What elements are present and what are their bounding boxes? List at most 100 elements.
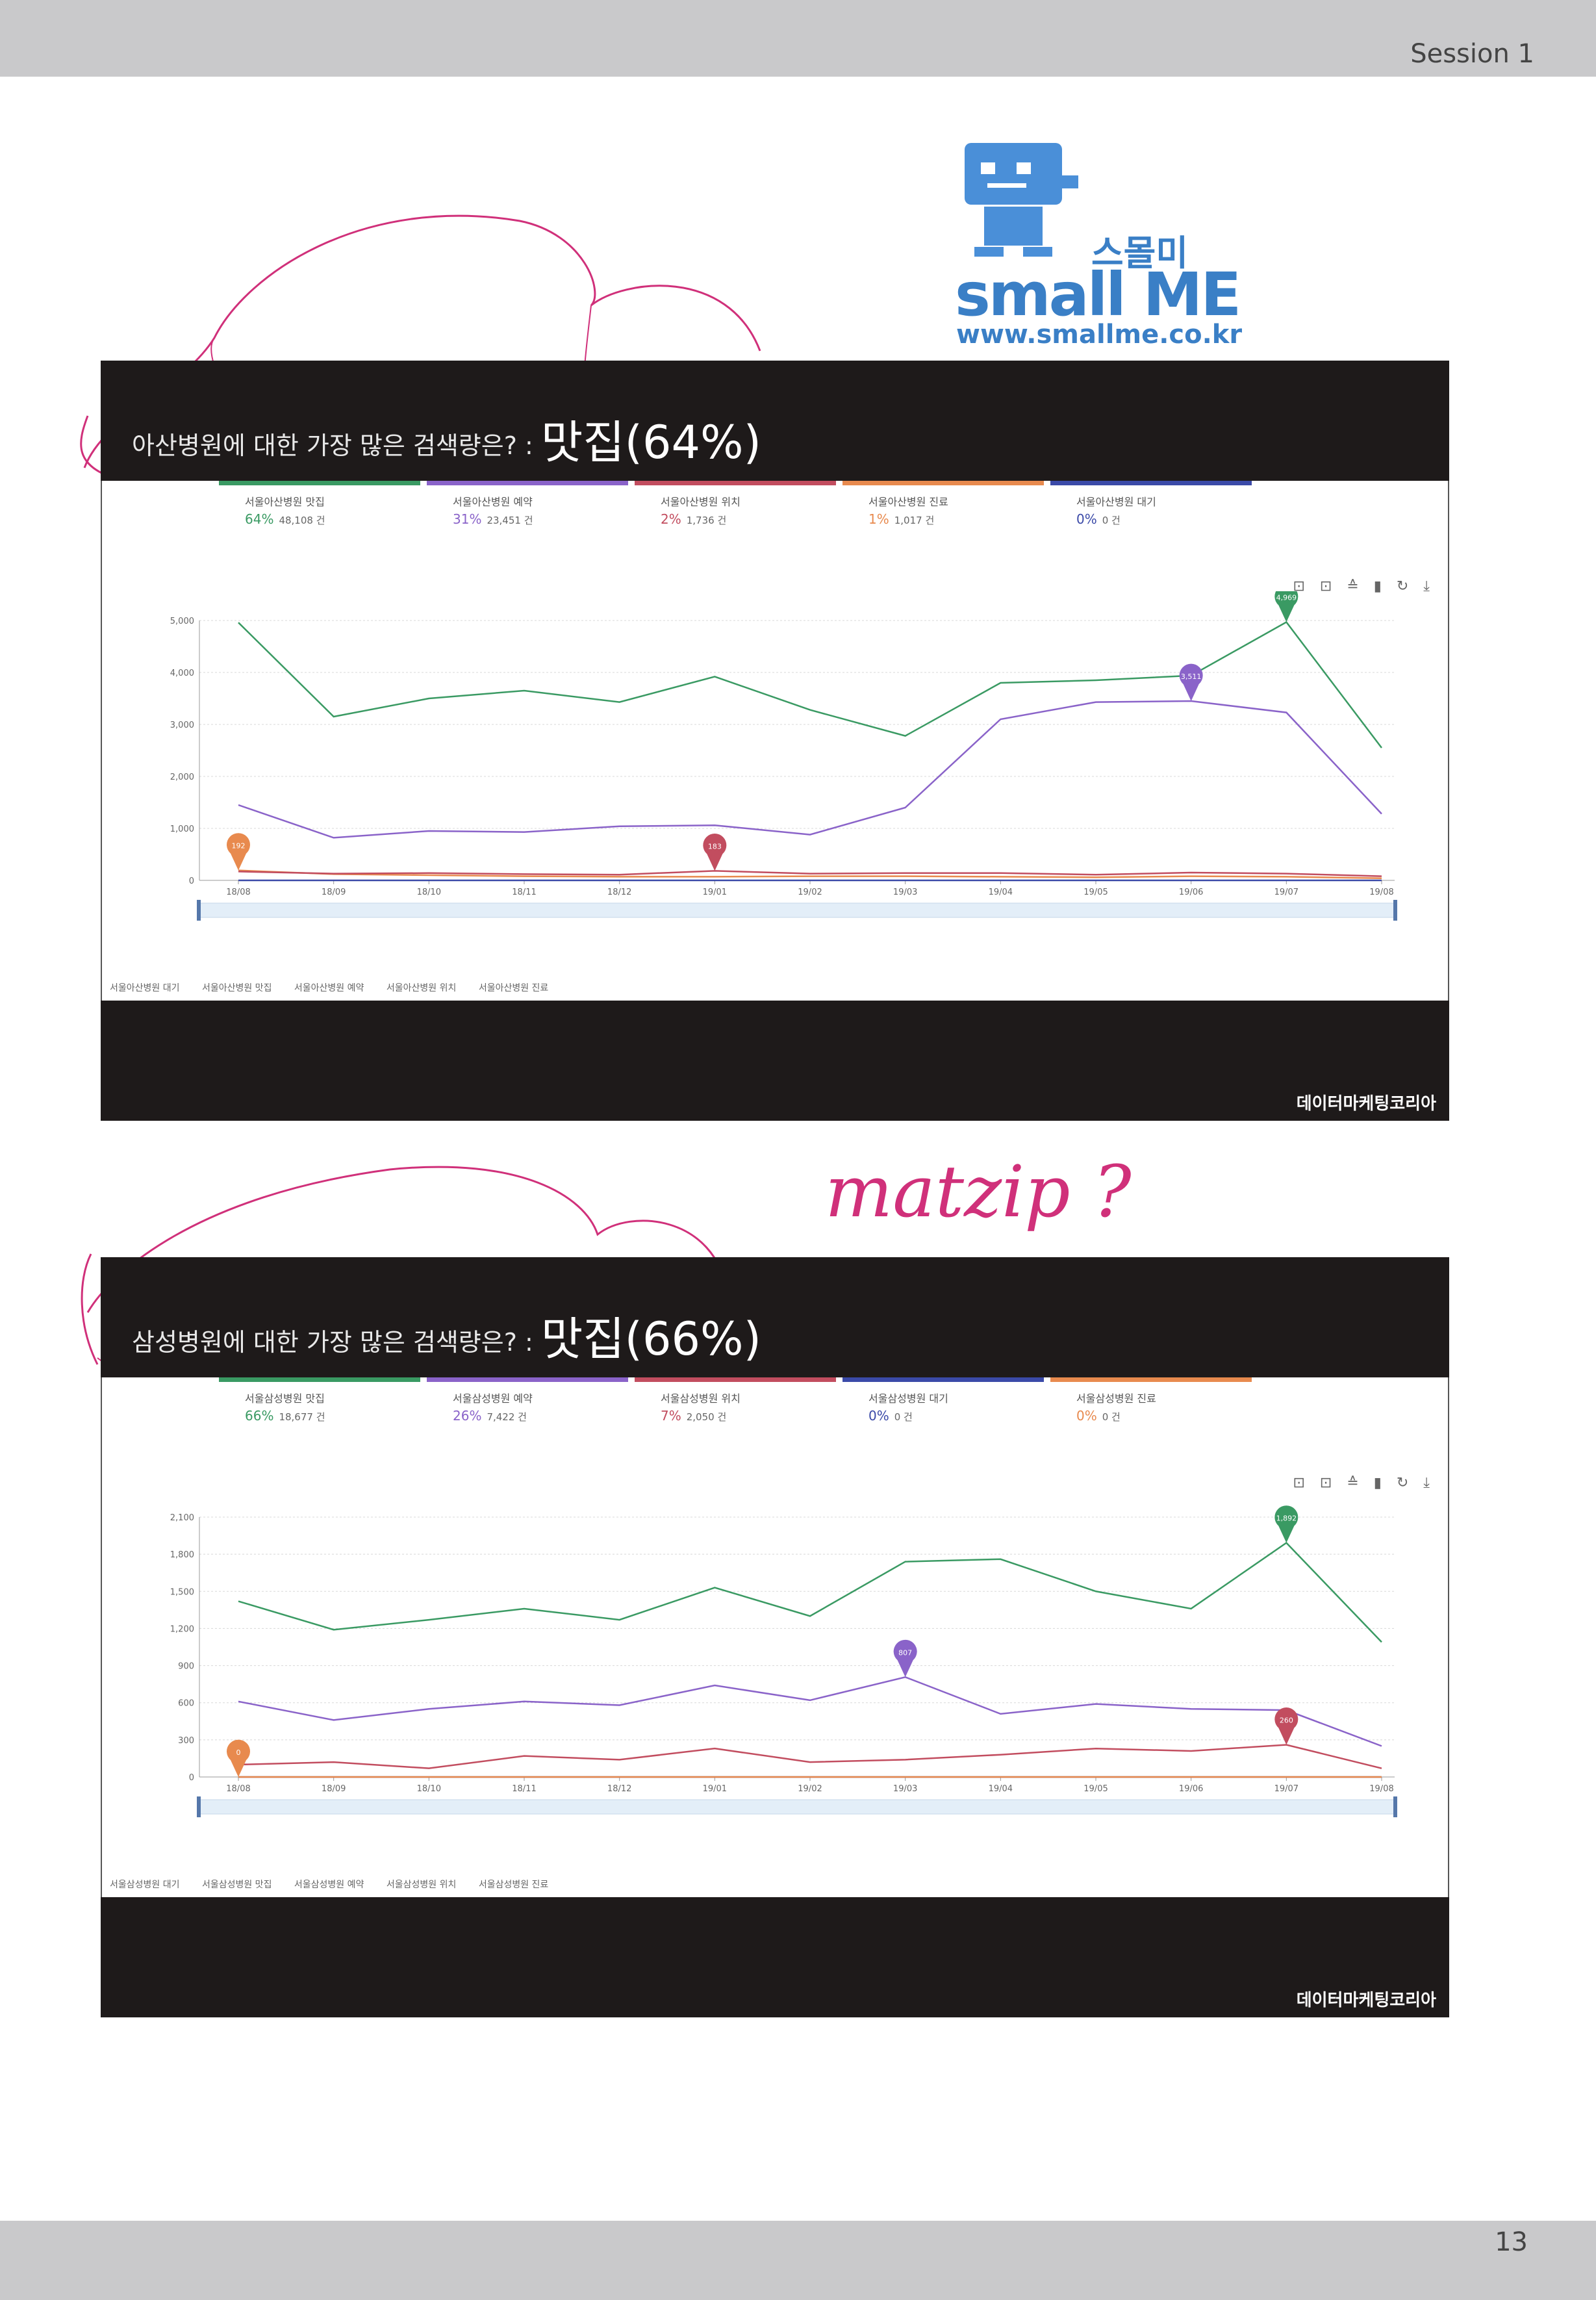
tab-bar xyxy=(427,1377,628,1382)
x-tick-label: 19/05 xyxy=(1083,888,1108,897)
series-line xyxy=(238,620,1382,748)
panel-1-header: 아산병원에 대한 가장 많은 검색량은? : 맛집(64%) xyxy=(101,361,1449,481)
legend-item[interactable]: 서울삼성병원 위치 xyxy=(386,1880,457,1890)
tab-count: 23,451 건 xyxy=(487,515,533,526)
chart-panel-1: 아산병원에 대한 가장 많은 검색량은? : 맛집(64%) 서울아산병원 맛집… xyxy=(101,361,1449,1121)
tab-pct: 1% xyxy=(868,511,889,527)
brand-logo: 데이터마케팅코리아 xyxy=(1296,1094,1436,1114)
panel-1-answer: 맛집(64%) xyxy=(540,416,761,469)
panel-1-footer: 데이터마케팅코리아 xyxy=(101,1001,1449,1121)
tab-name: 서울아산병원 맛집 xyxy=(245,496,325,508)
x-tick-label: 19/06 xyxy=(1179,1784,1203,1794)
y-tick-label: 5,000 xyxy=(170,617,194,626)
chart-toolbox[interactable]: ⊡ ⊡ ≙ ▮ ↻ ⤓ xyxy=(1293,1475,1435,1491)
zoom-handle-left xyxy=(197,900,201,921)
x-tick-label: 19/07 xyxy=(1274,1784,1298,1794)
logo-wordmark: small ME xyxy=(955,260,1241,329)
tab[interactable]: 서울삼성병원 대기 0% 0 건 xyxy=(842,1377,1044,1424)
marker-label: 0 xyxy=(236,1748,241,1757)
session-label: Session 1 xyxy=(1410,39,1534,69)
y-tick-label: 1,500 xyxy=(170,1587,194,1597)
chart-legend-2[interactable]: 서울삼성병원 대기 서울삼성병원 맛집 서울삼성병원 예약 서울삼성병원 위치 … xyxy=(110,1878,568,1891)
tab-bar xyxy=(842,1377,1044,1382)
zoom-handle-right xyxy=(1393,900,1397,921)
x-tick-label: 19/03 xyxy=(893,888,917,897)
y-tick-label: 1,800 xyxy=(170,1550,194,1560)
panel-2-body: 서울삼성병원 맛집 66% 18,677 건 서울삼성병원 예약 26% 7,422 건… xyxy=(101,1377,1449,1897)
legend-item[interactable]: 서울삼성병원 맛집 xyxy=(201,1880,272,1890)
tab[interactable]: 서울아산병원 진료 1% 1,017 건 xyxy=(842,481,1044,527)
tab-bar xyxy=(219,481,420,485)
x-tick-label: 19/04 xyxy=(989,888,1013,897)
tab-bar xyxy=(427,481,628,485)
chart-legend-1[interactable]: 서울아산병원 대기 서울아산병원 맛집 서울아산병원 예약 서울아산병원 위치 … xyxy=(110,981,568,994)
series-line xyxy=(238,1676,1382,1747)
marker-label: 192 xyxy=(232,842,246,850)
x-tick-label: 18/12 xyxy=(607,1784,631,1794)
tab-name: 서울아산병원 예약 xyxy=(453,496,533,508)
tab-bar xyxy=(635,481,836,485)
marker-label: 807 xyxy=(898,1648,912,1657)
y-tick-label: 0 xyxy=(189,876,194,886)
tab-name: 서울삼성병원 맛집 xyxy=(245,1392,325,1405)
y-tick-label: 0 xyxy=(189,1773,194,1783)
line-chart-1: 0 1,000 2,000 3,000 4,000 5,000 18/08 18/09 18/1… xyxy=(170,591,1397,921)
line-chart-2: 0 300 600 900 1,200 1,500 1,800 2,100 18/08 18/09… xyxy=(170,1505,1397,1817)
tab[interactable]: 서울삼성병원 예약 26% 7,422 건 xyxy=(427,1377,628,1424)
x-tick-label: 19/08 xyxy=(1369,888,1393,897)
zoom-slider xyxy=(199,902,1395,918)
tab-bar xyxy=(1050,1377,1252,1382)
legend-item[interactable]: 서울삼성병원 진료 xyxy=(478,1880,549,1890)
tab-count: 7,422 건 xyxy=(487,1411,527,1423)
marker-shape xyxy=(1179,663,1203,701)
legend-item[interactable]: 서울아산병원 위치 xyxy=(386,983,457,993)
marker-label: 3,511 xyxy=(1181,672,1202,681)
tab[interactable]: 서울삼성병원 진료 0% 0 건 xyxy=(1050,1377,1252,1424)
tab-pct: 2% xyxy=(661,511,681,527)
marker-pin: 807 xyxy=(893,1639,917,1678)
x-tick-label: 18/10 xyxy=(417,888,441,897)
tab[interactable]: 서울삼성병원 맛집 66% 18,677 건 xyxy=(219,1377,420,1424)
series-line xyxy=(238,869,1382,880)
legend-item[interactable]: 서울삼성병원 대기 xyxy=(110,1880,180,1890)
legend-item[interactable]: 서울아산병원 진료 xyxy=(478,983,549,993)
chart-toolbox[interactable]: ⊡ ⊡ ≙ ▮ ↻ ⤓ xyxy=(1293,578,1435,594)
legend-item[interactable]: 서울아산병원 대기 xyxy=(110,983,180,993)
x-tick-label: 19/07 xyxy=(1274,888,1298,897)
panel-1-question: 아산병원에 대한 가장 많은 검색량은? : 맛집(64%) xyxy=(132,406,761,472)
legend-item[interactable]: 서울아산병원 맛집 xyxy=(201,983,272,993)
marker-label: 260 xyxy=(1280,1716,1293,1724)
bottom-band xyxy=(0,2221,1596,2300)
y-tick-label: 3,000 xyxy=(170,721,194,730)
tab[interactable]: 서울아산병원 대기 0% 0 건 xyxy=(1050,481,1252,527)
y-tick-label: 600 xyxy=(178,1699,194,1709)
zoom-handle-left xyxy=(197,1796,201,1817)
tab-count: 0 건 xyxy=(1102,515,1121,526)
marker-shape xyxy=(893,1639,917,1678)
series-line xyxy=(238,700,1382,839)
tab-pct: 64% xyxy=(245,511,274,527)
tab[interactable]: 서울아산병원 맛집 64% 48,108 건 xyxy=(219,481,420,527)
tab[interactable]: 서울아산병원 위치 2% 1,736 건 xyxy=(635,481,836,527)
tab[interactable]: 서울아산병원 예약 31% 23,451 건 xyxy=(427,481,628,527)
tab-count: 1,017 건 xyxy=(894,515,935,526)
x-tick-label: 19/02 xyxy=(798,888,822,897)
marker-pin: 0 xyxy=(227,1739,250,1777)
handwritten-note: matzip ? xyxy=(825,1150,1132,1233)
y-tick-label: 2,000 xyxy=(170,773,194,782)
marker-shape xyxy=(1274,1505,1298,1543)
tab-pct: 31% xyxy=(453,511,482,527)
tab[interactable]: 서울삼성병원 위치 7% 2,050 건 xyxy=(635,1377,836,1424)
marker-shape xyxy=(1274,1707,1298,1745)
zoom-handle-right xyxy=(1393,1796,1397,1817)
x-tick-label: 18/10 xyxy=(417,1784,441,1794)
tab-name: 서울아산병원 대기 xyxy=(1076,496,1156,508)
x-tick-label: 19/06 xyxy=(1179,888,1203,897)
zoom-slider xyxy=(199,1799,1395,1815)
legend-item[interactable]: 서울삼성병원 예약 xyxy=(294,1880,364,1890)
legend-item[interactable]: 서울아산병원 예약 xyxy=(294,983,364,993)
panel-2-footer: 데이터마케팅코리아 xyxy=(101,1897,1449,2017)
y-tick-label: 4,000 xyxy=(170,669,194,678)
logo-url: www.smallme.co.kr xyxy=(956,320,1243,350)
panel-1-tabs: 서울아산병원 맛집 64% 48,108 건 서울아산병원 예약 31% 23,451 … xyxy=(147,481,1317,539)
